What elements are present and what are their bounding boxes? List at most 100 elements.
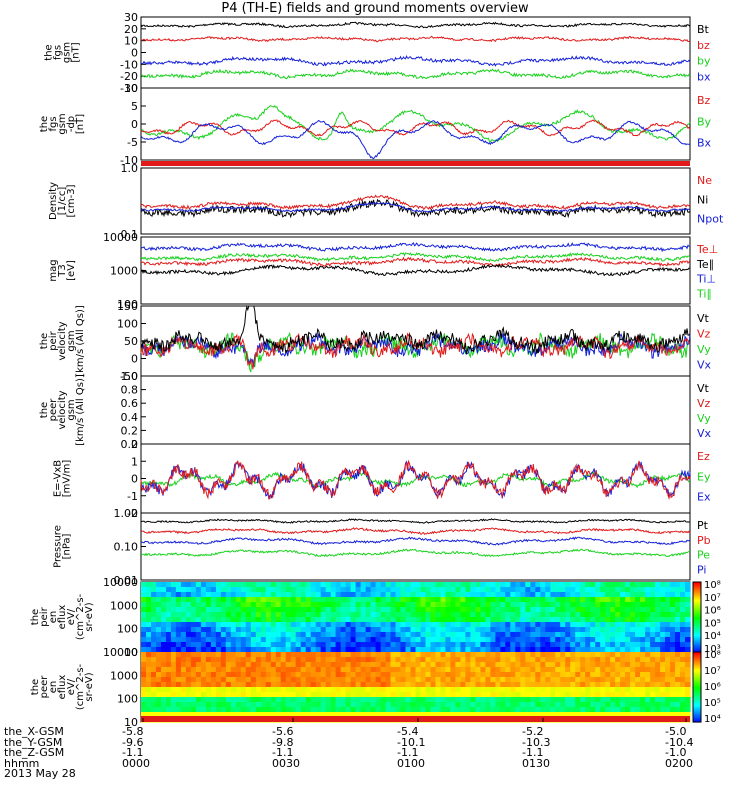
panel-frame-pressure: [140, 512, 691, 581]
y-label-line: en: [48, 681, 59, 694]
y-label-line: eflux: [57, 605, 68, 630]
x-axis-value: -5.8: [122, 725, 144, 738]
colorbar-label: 10⁷: [704, 666, 721, 677]
series-bz: [140, 35, 691, 43]
legend-Vz: Vz: [697, 328, 711, 341]
y-label-line: Pressure: [53, 525, 64, 568]
legend-Bx: Bx: [697, 137, 712, 150]
y-tick-label: 0: [131, 47, 138, 60]
colorbar-label: 10⁴: [704, 631, 721, 642]
y-tick-label: -5: [127, 136, 138, 149]
x-axis-value: -1.1: [522, 746, 544, 759]
series-Ez: [140, 459, 691, 501]
peer-spectrogram-base: [141, 716, 690, 722]
y-label-line: peer: [48, 398, 59, 422]
y-tick-label: 0: [131, 353, 138, 366]
y-tick-label: 1.00: [114, 507, 139, 520]
y-label-line: [nT]: [71, 42, 82, 62]
x-axis-value: -5.4: [397, 725, 419, 738]
legend-Vy: Vy: [697, 412, 711, 425]
colorbar-label: 10⁶: [704, 606, 721, 617]
panel-density: [140, 167, 691, 235]
y-tick-label: -30: [120, 82, 138, 95]
panel-frame-efield: [140, 443, 691, 514]
legend-Pb: Pb: [697, 534, 711, 547]
legend-Bt: Bt: [697, 23, 710, 36]
legend-Npot: Npot: [697, 213, 724, 226]
colorbar-label: 10³: [704, 644, 721, 655]
y-tick-label: -20: [120, 70, 138, 83]
y-tick-label: 0: [131, 118, 138, 131]
y-label-line: sr-eV): [84, 602, 95, 631]
y-axis-label-efield: E=-VxB[mV/m]: [53, 460, 73, 498]
peir-colorbar: [692, 581, 702, 653]
y-label-line: (cm^2-s-: [75, 663, 86, 710]
x-axis-footer: the_X-GSM -5.8 -5.6 -5.4 -5.2 -5.0 the_Y-GSM -9…: [4, 726, 693, 780]
legend-Bz: Bz: [697, 94, 711, 107]
peir-spectrogram: [141, 582, 691, 653]
y-label-line: (cm^2-s-: [75, 593, 86, 640]
y-tick-label: -10: [120, 58, 138, 71]
panel-frame-peer-velocity: [140, 375, 691, 445]
y-tick-label: 100: [117, 318, 138, 331]
x-axis-value: -9.8: [272, 735, 294, 749]
series-by: [140, 68, 691, 80]
y-tick-label: 5: [131, 100, 138, 113]
y-tick-label: -1: [127, 490, 138, 503]
y-tick-label: 30: [124, 11, 138, 24]
x-axis-value: -5.2: [522, 725, 544, 738]
y-label-line: E=-VxB: [53, 460, 64, 497]
series-Vt: [140, 305, 691, 355]
legend-bz: bz: [697, 39, 710, 52]
y-tick-label: 1.0: [121, 370, 139, 383]
colorbar-label: 10⁸: [704, 650, 721, 661]
legend-Te∥: Te∥: [696, 258, 714, 271]
colorbar-label: 10⁵: [704, 698, 721, 709]
y-label-line: peir: [39, 606, 50, 626]
y-tick-label: 0.2: [121, 424, 139, 437]
y-label-line: eflux: [57, 675, 68, 700]
series-Vx: [140, 333, 691, 367]
y-label-line: the: [39, 116, 50, 132]
series-Ti⊥: [140, 241, 691, 253]
y-label-line: velocity: [57, 390, 68, 429]
y-tick-label: 100: [117, 298, 138, 311]
y-label-line: the: [30, 609, 41, 625]
y-tick-label: 2: [131, 438, 138, 451]
x-axis-row: the_X-GSM -5.8 -5.6 -5.4 -5.2 -5.0: [4, 726, 686, 738]
legend-Vt: Vt: [697, 312, 710, 325]
y-axis-label-density: Density[1/cc][cm-3]: [48, 182, 77, 220]
legend-Te⊥: Te⊥: [696, 243, 718, 256]
y-tick-label: 100: [117, 693, 138, 706]
y-tick-label: -50: [120, 370, 138, 383]
series-Te∥: [140, 263, 691, 277]
peer-spectrogram: [141, 652, 691, 723]
y-tick-label: 1000: [110, 599, 138, 612]
date-label: 2013 May 28: [4, 767, 76, 780]
panel-pressure: [140, 512, 691, 581]
chart-title: P4 (TH-E) fields and ground moments over…: [221, 1, 529, 16]
y-tick-label: 10: [124, 35, 138, 48]
panel-frame-fgs-gsm-dc: [140, 87, 691, 161]
colorbar-label: 10⁸: [704, 580, 721, 591]
y-label-line: en: [48, 611, 59, 624]
y-tick-label: 10: [124, 716, 138, 729]
x-axis-row-label: the_Z-GSM: [4, 746, 65, 759]
legend-Vy: Vy: [697, 343, 711, 356]
legend-Vx: Vx: [697, 427, 712, 440]
y-label-line: fgs: [48, 116, 59, 131]
y-label-line: [km/s (All Qs)]: [75, 305, 86, 377]
y-label-line: the: [39, 402, 50, 418]
peer-colorbar: [692, 651, 702, 723]
panel-efield: [140, 443, 691, 514]
y-label-line: [nT]: [75, 114, 86, 134]
series-bx: [140, 55, 691, 67]
colorbar-label: 10⁷: [704, 593, 721, 604]
panel-peer-velocity: [140, 375, 691, 445]
y-tick-label: 0.4: [121, 411, 139, 424]
